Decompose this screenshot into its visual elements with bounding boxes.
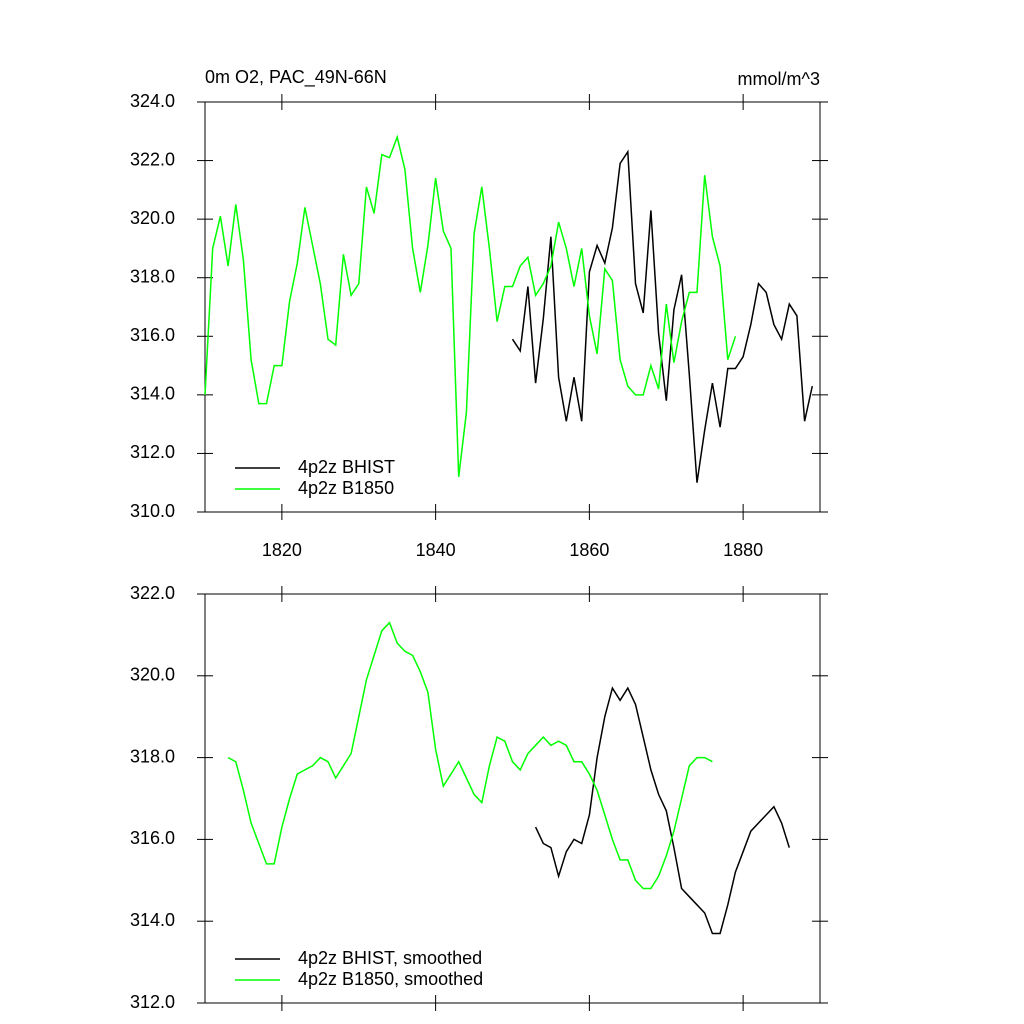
y-tick-label: 316.0 bbox=[130, 828, 175, 848]
x-tick-label: 1820 bbox=[262, 540, 302, 560]
series-line bbox=[534, 686, 791, 935]
chart-title: 0m O2, PAC_49N-66N bbox=[205, 67, 387, 88]
plot-frame bbox=[204, 593, 821, 1004]
y-tick-label: 316.0 bbox=[130, 325, 175, 345]
y-tick-label: 324.0 bbox=[130, 91, 175, 111]
y-tick-label: 318.0 bbox=[130, 746, 175, 766]
legend-label: 4p2z B1850 bbox=[298, 478, 394, 498]
series-line bbox=[227, 621, 713, 890]
y-tick-label: 312.0 bbox=[130, 442, 175, 462]
legend-label: 4p2z BHIST bbox=[298, 457, 395, 477]
units-label: mmol/m^3 bbox=[738, 69, 820, 89]
x-tick-label: 1860 bbox=[569, 540, 609, 560]
plot-frame bbox=[204, 101, 821, 513]
y-tick-label: 322.0 bbox=[130, 583, 175, 603]
y-tick-label: 312.0 bbox=[130, 992, 175, 1012]
y-tick-label: 320.0 bbox=[130, 665, 175, 685]
x-tick-label: 1880 bbox=[723, 540, 763, 560]
y-tick-label: 322.0 bbox=[130, 149, 175, 169]
y-tick-label: 318.0 bbox=[130, 266, 175, 286]
legend-label: 4p2z B1850, smoothed bbox=[298, 969, 483, 989]
x-tick-label: 1840 bbox=[416, 540, 456, 560]
series-line bbox=[511, 149, 814, 483]
y-tick-label: 320.0 bbox=[130, 208, 175, 228]
legend-label: 4p2z BHIST, smoothed bbox=[298, 948, 482, 968]
y-tick-label: 314.0 bbox=[130, 384, 175, 404]
y-tick-label: 314.0 bbox=[130, 910, 175, 930]
y-tick-label: 310.0 bbox=[130, 501, 175, 521]
series-line bbox=[204, 134, 737, 477]
